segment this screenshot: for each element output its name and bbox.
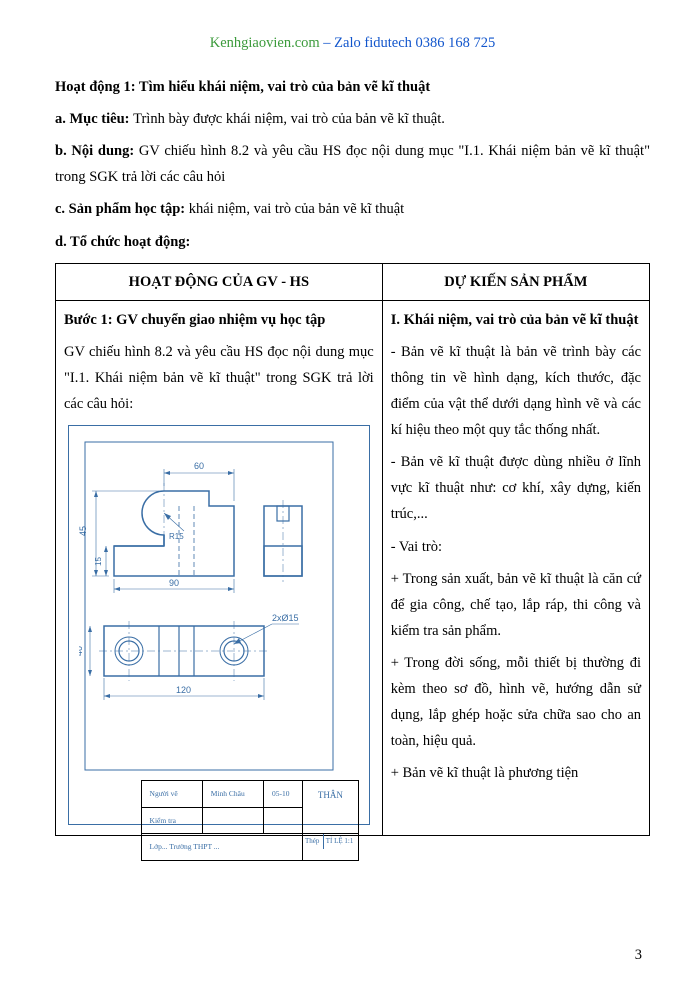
header-right: DỰ KIẾN SẢN PHẨM: [382, 263, 649, 300]
technical-drawing: 60 45 15: [68, 425, 370, 825]
dim-15: 15: [94, 557, 103, 566]
tb-r3c1: Lớp... Trường THPT ...: [141, 834, 302, 861]
table-body-row: Bước 1: GV chuyển giao nhiệm vụ học tập …: [56, 300, 650, 835]
tb-thep: Thép: [303, 834, 323, 849]
tb-than: THÂN: [303, 781, 359, 834]
b-text: GV chiếu hình 8.2 và yêu cầu HS đọc nội …: [55, 143, 650, 185]
section-a: a. Mục tiêu: Trình bày được khái niệm, v…: [55, 106, 650, 132]
drawing-svg: 60 45 15: [79, 436, 339, 776]
right-p2: - Bản vẽ kĩ thuật được dùng nhiều ở lĩnh…: [391, 449, 641, 527]
right-p6: + Bản vẽ kĩ thuật là phương tiện: [391, 760, 641, 786]
right-p3: - Vai trò:: [391, 534, 641, 560]
dim-40: 40: [79, 646, 84, 656]
a-text: Trình bày được khái niệm, vai trò của bả…: [133, 111, 445, 127]
header-dash: –: [320, 35, 335, 51]
activity-table: HOẠT ĐỘNG CỦA GV - HS DỰ KIẾN SẢN PHẨM B…: [55, 263, 650, 836]
dim-90: 90: [169, 578, 179, 588]
tb-r1c2: Minh Châu: [202, 781, 263, 808]
a-label: a. Mục tiêu:: [55, 111, 133, 127]
page-header: Kenhgiaovien.com – Zalo fidutech 0386 16…: [55, 30, 650, 56]
page-number: 3: [635, 942, 642, 968]
drawing-title-block: Người vẽ Minh Châu 05-10 THÂN Kiểm tra L…: [141, 780, 359, 861]
c-text: khái niệm, vai trò của bản vẽ kĩ thuật: [189, 201, 404, 217]
section-c: c. Sản phẩm học tập: khái niệm, vai trò …: [55, 196, 650, 222]
section-d: d. Tổ chức hoạt động:: [55, 229, 650, 255]
dim-45: 45: [79, 526, 88, 536]
dim-r15: R15: [169, 532, 184, 541]
tb-r2c1: Kiểm tra: [141, 807, 202, 834]
activity-title: Hoạt động 1: Tìm hiểu khái niệm, vai trò…: [55, 74, 650, 100]
dim-2d15: 2xØ15: [272, 613, 299, 623]
header-left: HOẠT ĐỘNG CỦA GV - HS: [56, 263, 383, 300]
table-header-row: HOẠT ĐỘNG CỦA GV - HS DỰ KIẾN SẢN PHẨM: [56, 263, 650, 300]
step-text: GV chiếu hình 8.2 và yêu cầu HS đọc nội …: [64, 339, 374, 417]
right-heading: I. Khái niệm, vai trò của bản vẽ kĩ thuậ…: [391, 307, 641, 333]
zalo-info: Zalo fidutech 0386 168 725: [334, 35, 495, 51]
title-row-3: Lớp... Trường THPT ... Thép TỈ LỆ 1:1: [141, 834, 358, 861]
right-p5: + Trong đời sống, mỗi thiết bị thường đi…: [391, 650, 641, 754]
tb-r1c1: Người vẽ: [141, 781, 202, 808]
c-label: c. Sản phẩm học tập:: [55, 201, 189, 217]
dim-120: 120: [176, 685, 191, 695]
tb-r1c3: 05-10: [264, 781, 303, 808]
section-b: b. Nội dung: GV chiếu hình 8.2 và yêu cầ…: [55, 138, 650, 190]
step-title: Bước 1: GV chuyển giao nhiệm vụ học tập: [64, 307, 374, 333]
tb-scale: TỈ LỆ 1:1: [323, 834, 357, 849]
right-p4: + Trong sản xuất, bản vẽ kĩ thuật là căn…: [391, 566, 641, 644]
cell-right: I. Khái niệm, vai trò của bản vẽ kĩ thuậ…: [382, 300, 649, 835]
right-p1: - Bản vẽ kĩ thuật là bản vẽ trình bày cá…: [391, 339, 641, 443]
cell-left: Bước 1: GV chuyển giao nhiệm vụ học tập …: [56, 300, 383, 835]
dim-60: 60: [194, 461, 204, 471]
title-row-1: Người vẽ Minh Châu 05-10 THÂN: [141, 781, 358, 808]
site-name: Kenhgiaovien.com: [210, 35, 320, 51]
main-content: Hoạt động 1: Tìm hiểu khái niệm, vai trò…: [55, 74, 650, 836]
b-label: b. Nội dung:: [55, 143, 139, 159]
